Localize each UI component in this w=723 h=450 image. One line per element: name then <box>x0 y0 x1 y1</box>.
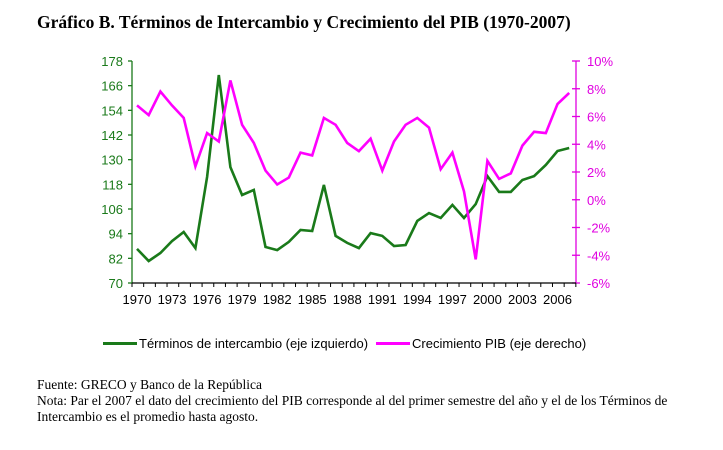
legend-swatch-gdp <box>376 342 411 345</box>
right-axis-tick-label: -4% <box>587 248 611 263</box>
x-axis-tick-label: 1988 <box>333 292 362 307</box>
right-axis-tick-label: 4% <box>587 137 606 152</box>
legend-label-gdp: Crecimiento PIB (eje derecho) <box>412 336 587 351</box>
left-axis-tick-label: 118 <box>102 177 123 192</box>
right-axis-tick-label: -6% <box>587 276 611 291</box>
terms-of-trade-line <box>136 74 570 263</box>
legend-swatch-terms <box>103 342 137 345</box>
right-axis-tick-label: -2% <box>587 221 611 236</box>
legend-item-gdp: Crecimiento PIB (eje derecho) <box>376 336 586 351</box>
series-group <box>136 74 571 263</box>
right-axis-tick-label: 8% <box>587 82 606 97</box>
x-axis-tick-label: 1970 <box>123 292 152 307</box>
legend-label-terms: Términos de intercambio (eje izquierdo) <box>139 336 369 351</box>
x-axis-tick-label: 1994 <box>403 292 432 307</box>
x-axis-tick-label: 1979 <box>228 292 257 307</box>
chart-area: 70 82 94 106 118 130 142 154 166 178 -6% -4% -2% 0% 2… <box>101 54 613 307</box>
chart-title: Gráfico B. Términos de Intercambio y Cre… <box>37 12 571 32</box>
left-axis-tick-label: 70 <box>109 276 123 291</box>
right-axis-tick-label: 6% <box>587 110 606 125</box>
x-axis-tick-label: 1991 <box>368 292 397 307</box>
left-axis-tick-label: 130 <box>101 153 123 168</box>
x-axis-tick-label: 1973 <box>158 292 187 307</box>
left-axis-tick-label: 142 <box>101 128 123 143</box>
left-axis-tick-label: 94 <box>109 227 123 242</box>
gdp-growth-line <box>136 80 571 260</box>
x-axis-tick-label: 2006 <box>543 292 572 307</box>
x-axis: 1970 1973 1976 1979 1982 1985 1988 1991 1994 1997… <box>123 282 577 307</box>
left-axis-tick-label: 154 <box>101 103 123 118</box>
x-axis-tick-label: 1985 <box>298 292 327 307</box>
left-axis-tick-label: 82 <box>109 251 123 266</box>
x-axis-tick-label: 2000 <box>473 292 502 307</box>
x-axis-tick-label: 1976 <box>193 292 222 307</box>
right-axis-tick-label: 0% <box>587 193 606 208</box>
explanatory-note: Nota: Par el 2007 el dato del crecimient… <box>37 393 668 424</box>
x-axis-tick-label: 1982 <box>263 292 292 307</box>
left-axis-tick-label: 106 <box>101 202 123 217</box>
right-axis-tick-label: 10% <box>587 54 613 69</box>
left-axis: 70 82 94 106 118 130 142 154 166 178 <box>101 54 133 291</box>
left-axis-tick-label: 178 <box>101 54 123 69</box>
footnotes: Fuente: GRECO y Banco de la República No… <box>37 377 697 425</box>
right-axis: -6% -4% -2% 0% 2% 4% 6% 8% 10% <box>572 54 613 291</box>
source-note: Fuente: GRECO y Banco de la República <box>37 377 262 392</box>
legend-item-terms: Términos de intercambio (eje izquierdo) <box>103 336 368 351</box>
x-axis-tick-label: 1997 <box>438 292 467 307</box>
right-axis-tick-label: 2% <box>587 165 606 180</box>
left-axis-tick-label: 166 <box>101 79 123 94</box>
x-axis-tick-label: 2003 <box>508 292 537 307</box>
legend: Términos de intercambio (eje izquierdo) … <box>103 336 594 351</box>
